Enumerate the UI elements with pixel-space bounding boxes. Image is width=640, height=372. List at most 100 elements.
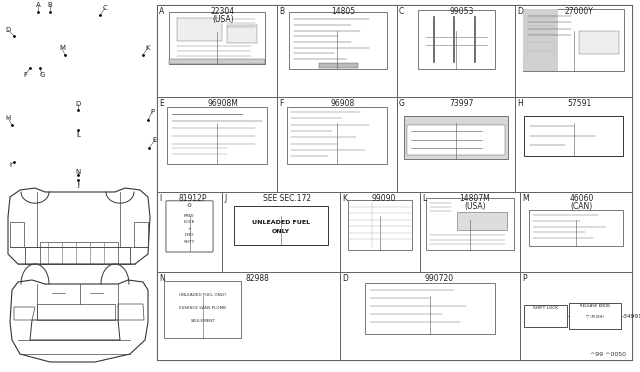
Text: 14805: 14805 bbox=[331, 7, 355, 16]
Text: A: A bbox=[36, 2, 40, 8]
Bar bbox=[157, 192, 222, 272]
Text: 82988: 82988 bbox=[246, 274, 269, 283]
Text: H: H bbox=[517, 99, 523, 108]
Text: 27000Y: 27000Y bbox=[565, 7, 594, 16]
Text: H: H bbox=[5, 115, 11, 121]
Bar bbox=[520, 192, 632, 272]
Text: 22304: 22304 bbox=[211, 7, 235, 16]
Bar bbox=[426, 198, 514, 250]
Bar bbox=[524, 116, 623, 156]
Bar bbox=[227, 25, 257, 43]
Text: L: L bbox=[422, 194, 426, 203]
Text: 57591: 57591 bbox=[567, 99, 591, 108]
Bar bbox=[164, 281, 241, 338]
Text: I: I bbox=[159, 194, 161, 203]
Bar bbox=[420, 192, 520, 272]
Text: F: F bbox=[279, 99, 284, 108]
Bar bbox=[397, 97, 515, 192]
Text: ▽ (PUSH): ▽ (PUSH) bbox=[586, 315, 604, 319]
Bar bbox=[157, 272, 340, 360]
Bar bbox=[289, 12, 387, 70]
Text: 73997: 73997 bbox=[450, 99, 474, 108]
Text: D: D bbox=[5, 27, 11, 33]
Text: -34991: -34991 bbox=[622, 314, 640, 318]
Bar bbox=[419, 10, 495, 70]
Text: K: K bbox=[342, 194, 347, 203]
Text: UNLEADED FUEL: UNLEADED FUEL bbox=[252, 220, 310, 225]
Bar bbox=[523, 9, 559, 71]
Bar bbox=[407, 125, 505, 155]
Bar bbox=[525, 305, 567, 327]
Text: ONLY: ONLY bbox=[272, 229, 290, 234]
Bar bbox=[348, 200, 412, 250]
Text: ESSENCE SANS PLOMB: ESSENCE SANS PLOMB bbox=[179, 306, 227, 310]
Text: (USA): (USA) bbox=[212, 15, 234, 24]
Text: +: + bbox=[188, 227, 191, 231]
Text: D: D bbox=[76, 101, 81, 107]
Text: M: M bbox=[522, 194, 529, 203]
Bar bbox=[234, 206, 328, 245]
Text: ^99 ^0050: ^99 ^0050 bbox=[590, 352, 626, 357]
Bar bbox=[287, 106, 387, 164]
FancyBboxPatch shape bbox=[166, 201, 213, 252]
Bar bbox=[515, 97, 632, 192]
Bar bbox=[365, 283, 495, 334]
Bar bbox=[340, 272, 520, 360]
Text: K: K bbox=[146, 45, 150, 51]
Text: C: C bbox=[399, 7, 404, 16]
Text: 96908: 96908 bbox=[331, 99, 355, 108]
Text: P: P bbox=[150, 109, 154, 115]
Text: 99053: 99053 bbox=[450, 7, 474, 16]
Text: (CAN): (CAN) bbox=[570, 202, 593, 211]
Text: FREE: FREE bbox=[184, 214, 195, 218]
Bar bbox=[397, 5, 515, 97]
Text: G: G bbox=[39, 72, 45, 78]
Text: J: J bbox=[224, 194, 227, 203]
Text: P: P bbox=[522, 274, 527, 283]
Text: LOCK: LOCK bbox=[184, 221, 195, 224]
Text: D: D bbox=[342, 274, 348, 283]
Bar bbox=[523, 9, 624, 71]
Bar bbox=[529, 209, 623, 246]
Bar bbox=[277, 5, 397, 97]
Bar bbox=[169, 12, 265, 64]
Text: J: J bbox=[77, 182, 79, 188]
Bar bbox=[404, 116, 508, 159]
Text: E: E bbox=[153, 137, 157, 143]
Bar bbox=[177, 17, 222, 41]
Text: F: F bbox=[23, 72, 27, 78]
Text: B: B bbox=[47, 2, 52, 8]
Text: SEULEMENT: SEULEMENT bbox=[190, 318, 215, 323]
Bar bbox=[520, 272, 632, 360]
Text: 81912P: 81912P bbox=[179, 194, 207, 203]
Bar bbox=[515, 5, 632, 97]
Bar bbox=[157, 97, 277, 192]
Text: B: B bbox=[279, 7, 284, 16]
Text: (USA): (USA) bbox=[464, 202, 486, 211]
Text: 14807M: 14807M bbox=[460, 194, 490, 203]
Text: 46060: 46060 bbox=[570, 194, 594, 203]
Text: E: E bbox=[159, 99, 164, 108]
Bar bbox=[579, 31, 619, 54]
Text: D: D bbox=[517, 7, 523, 16]
Bar bbox=[222, 192, 340, 272]
Text: A: A bbox=[159, 7, 164, 16]
Text: I: I bbox=[9, 162, 11, 168]
Text: UNLEADED FUEL ONLY/: UNLEADED FUEL ONLY/ bbox=[179, 294, 227, 297]
Text: N: N bbox=[76, 169, 81, 175]
Bar bbox=[169, 59, 265, 64]
Text: 96908M: 96908M bbox=[207, 99, 239, 108]
Text: C: C bbox=[102, 5, 108, 11]
Text: N: N bbox=[159, 274, 164, 283]
Bar bbox=[340, 192, 420, 272]
Text: G: G bbox=[399, 99, 405, 108]
Text: SHTY: SHTY bbox=[184, 240, 195, 244]
Bar bbox=[319, 62, 358, 68]
Text: RELEASE KNOB: RELEASE KNOB bbox=[580, 304, 610, 308]
Text: L: L bbox=[76, 132, 80, 138]
Text: SEE SEC.172: SEE SEC.172 bbox=[263, 194, 311, 203]
Text: DRD: DRD bbox=[185, 233, 195, 237]
Bar bbox=[457, 212, 507, 230]
Bar bbox=[157, 5, 632, 360]
Bar bbox=[277, 97, 397, 192]
